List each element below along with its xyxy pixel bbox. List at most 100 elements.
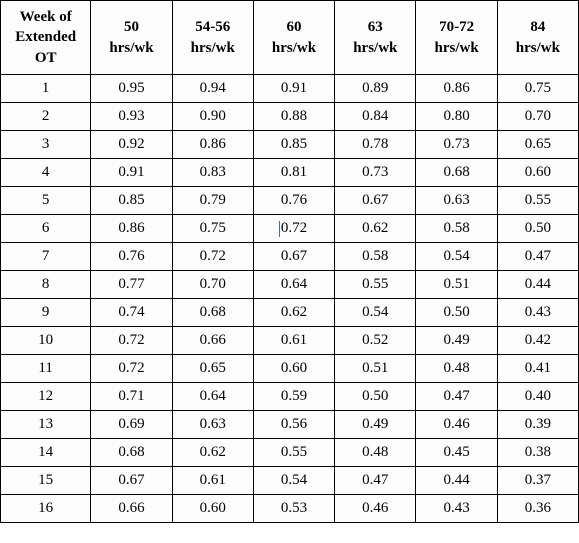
cell-week-number: 6 (1, 215, 91, 243)
cell-efficiency-value: 0.75 (497, 75, 578, 103)
cell-week-number: 14 (1, 439, 91, 467)
cell-week-number: 11 (1, 355, 91, 383)
cell-text: 0.65 (200, 360, 226, 376)
cell-text: 0.43 (443, 500, 469, 516)
cell-text: 0.80 (443, 108, 469, 124)
cell-text: 0.44 (525, 276, 551, 292)
cell-text: 0.70 (525, 108, 551, 124)
cell-efficiency-value: 0.68 (172, 299, 253, 327)
cell-text: 0.52 (362, 332, 388, 348)
header-text: 84hrs/wk (516, 19, 560, 55)
col-header-hrs: 63hrs/wk (335, 1, 416, 75)
cell-text: 0.54 (362, 304, 388, 320)
cell-efficiency-value: 0.63 (172, 411, 253, 439)
cell-efficiency-value: 0.90 (172, 103, 253, 131)
table-row: 150.670.610.540.470.440.37 (1, 467, 579, 495)
cell-efficiency-value: 0.43 (416, 495, 497, 523)
cell-week-number: 3 (1, 131, 91, 159)
cell-text: 0.51 (443, 276, 469, 292)
cell-week-number: 5 (1, 187, 91, 215)
cell-text: 0.53 (281, 500, 307, 516)
cell-text: 11 (38, 360, 52, 376)
cell-efficiency-value: 0.46 (335, 495, 416, 523)
cell-text: 0.58 (443, 220, 469, 236)
cell-efficiency-value: 0.45 (416, 439, 497, 467)
cell-text: 0.48 (443, 360, 469, 376)
cell-text: 7 (42, 248, 50, 264)
table-row: 80.770.700.640.550.510.44 (1, 271, 579, 299)
cell-text: 0.62 (281, 304, 307, 320)
cell-efficiency-value: 0.41 (497, 355, 578, 383)
cell-text: 0.91 (281, 80, 307, 96)
cell-text: 0.68 (200, 304, 226, 320)
cell-efficiency-value: 0.62 (335, 215, 416, 243)
cell-efficiency-value: 0.88 (253, 103, 334, 131)
cell-efficiency-value: 0.81 (253, 159, 334, 187)
cell-text: 0.66 (200, 332, 226, 348)
cell-efficiency-value: 0.56 (253, 411, 334, 439)
cell-efficiency-value: 0.71 (91, 383, 172, 411)
cell-text: 0.49 (443, 332, 469, 348)
cell-text: 0.60 (525, 164, 551, 180)
cell-efficiency-value: 0.76 (91, 243, 172, 271)
table-row: 90.740.680.620.540.500.43 (1, 299, 579, 327)
cell-efficiency-value: 0.55 (335, 271, 416, 299)
cell-efficiency-value: 0.60 (497, 159, 578, 187)
cell-efficiency-value: 0.66 (91, 495, 172, 523)
cell-efficiency-value: 0.49 (335, 411, 416, 439)
cell-text: 0.58 (362, 248, 388, 264)
cell-efficiency-value: 0.49 (416, 327, 497, 355)
cell-week-number: 7 (1, 243, 91, 271)
cell-efficiency-value: 0.77 (91, 271, 172, 299)
cell-text: 0.88 (281, 108, 307, 124)
cell-text: 0.85 (118, 192, 144, 208)
cell-efficiency-value: 0.72 (91, 327, 172, 355)
cell-text: 15 (38, 472, 53, 488)
cell-text: 13 (38, 416, 53, 432)
cell-text: 0.50 (443, 304, 469, 320)
cell-text: 0.86 (443, 80, 469, 96)
cell-efficiency-value: 0.86 (172, 131, 253, 159)
cell-text: 0.94 (200, 80, 226, 96)
cell-efficiency-value: 0.37 (497, 467, 578, 495)
cell-efficiency-value: 0.42 (497, 327, 578, 355)
cell-efficiency-value: 0.93 (91, 103, 172, 131)
ot-efficiency-table: Week ofExtendedOT50hrs/wk54-56hrs/wk60hr… (0, 0, 579, 523)
header-text: 54-56hrs/wk (191, 19, 235, 55)
cell-efficiency-value: 0.69 (91, 411, 172, 439)
cell-efficiency-value: 0.36 (497, 495, 578, 523)
cell-efficiency-value: 0.52 (335, 327, 416, 355)
cell-text: 0.64 (281, 276, 307, 292)
cell-efficiency-value: 0.61 (172, 467, 253, 495)
cell-text: 0.49 (362, 416, 388, 432)
cell-text: 0.72 (118, 332, 144, 348)
cell-efficiency-value: 0.48 (335, 439, 416, 467)
cell-efficiency-value: 0.72 (253, 215, 334, 243)
cell-text: 0.81 (281, 164, 307, 180)
col-header-hrs: 54-56hrs/wk (172, 1, 253, 75)
table-row: 120.710.640.590.500.470.40 (1, 383, 579, 411)
cell-text: 0.89 (362, 80, 388, 96)
table-row: 50.850.790.760.670.630.55 (1, 187, 579, 215)
table-row: 70.760.720.670.580.540.47 (1, 243, 579, 271)
cell-text: 0.63 (443, 192, 469, 208)
cell-efficiency-value: 0.95 (91, 75, 172, 103)
table-row: 20.930.900.880.840.800.70 (1, 103, 579, 131)
cell-text: 0.60 (200, 500, 226, 516)
cell-text: 0.36 (525, 500, 551, 516)
table-row: 40.910.830.810.730.680.60 (1, 159, 579, 187)
cell-text: 0.39 (525, 416, 551, 432)
cell-efficiency-value: 0.67 (335, 187, 416, 215)
cell-text: 4 (42, 164, 50, 180)
cell-text: 0.67 (118, 472, 144, 488)
cell-text: 0.38 (525, 444, 551, 460)
cell-efficiency-value: 0.54 (416, 243, 497, 271)
cell-text: 0.48 (362, 444, 388, 460)
cell-text: 0.54 (281, 472, 307, 488)
cell-efficiency-value: 0.38 (497, 439, 578, 467)
cell-efficiency-value: 0.50 (416, 299, 497, 327)
cell-efficiency-value: 0.91 (91, 159, 172, 187)
cell-text: 0.76 (118, 248, 144, 264)
cell-efficiency-value: 0.47 (416, 383, 497, 411)
cell-text: 0.45 (443, 444, 469, 460)
